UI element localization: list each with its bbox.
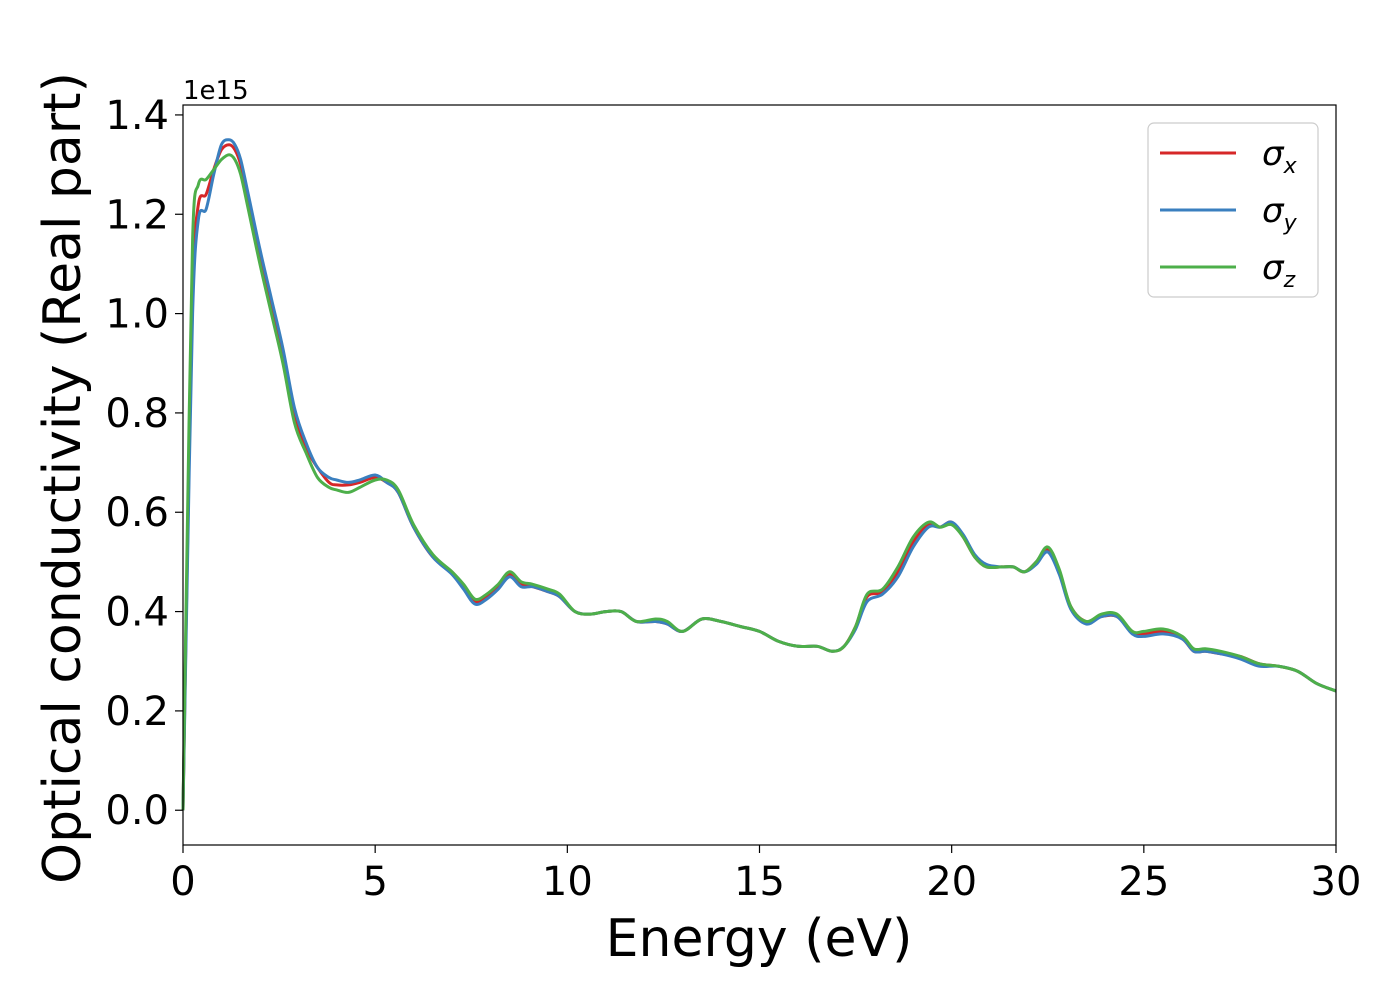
x-tick-label: 15 <box>734 859 785 905</box>
series-line-σz <box>181 153 1337 811</box>
y-tick-label: 1.2 <box>105 192 169 238</box>
x-tick-label: 5 <box>362 859 387 905</box>
x-tick-label: 0 <box>170 859 195 905</box>
y-tick-label: 0.2 <box>105 689 169 735</box>
legend: σx σy σz <box>1147 122 1319 298</box>
y-axis-ticks: 0.0 0.2 0.4 0.6 0.8 1.0 1.2 1.4 <box>105 93 183 834</box>
x-tick-label: 20 <box>926 859 977 905</box>
y-axis-label: Optical conductivity (Real part) <box>33 72 93 884</box>
legend-entry-label: σy <box>1262 191 1298 236</box>
x-tick-label: 30 <box>1311 859 1362 905</box>
y-tick-label: 1.0 <box>105 292 169 338</box>
y-tick-label: 0.0 <box>105 788 169 834</box>
legend-entry-label: σx <box>1262 134 1298 179</box>
x-axis-ticks: 0 5 10 15 20 25 30 <box>170 845 1361 905</box>
x-tick-label: 25 <box>1118 859 1169 905</box>
series-layer <box>181 138 1337 811</box>
y-tick-label: 0.8 <box>105 391 169 437</box>
y-tick-label: 0.4 <box>105 590 169 636</box>
y-offset-label: 1e15 <box>183 76 249 106</box>
x-axis-label: Energy (eV) <box>606 909 913 969</box>
series-line-σy <box>181 138 1337 811</box>
x-tick-label: 10 <box>542 859 593 905</box>
y-tick-label: 1.4 <box>105 93 169 139</box>
y-tick-label: 0.6 <box>105 490 169 536</box>
legend-entries: σx σy σz <box>1160 134 1298 293</box>
legend-entry-label: σz <box>1262 248 1296 293</box>
